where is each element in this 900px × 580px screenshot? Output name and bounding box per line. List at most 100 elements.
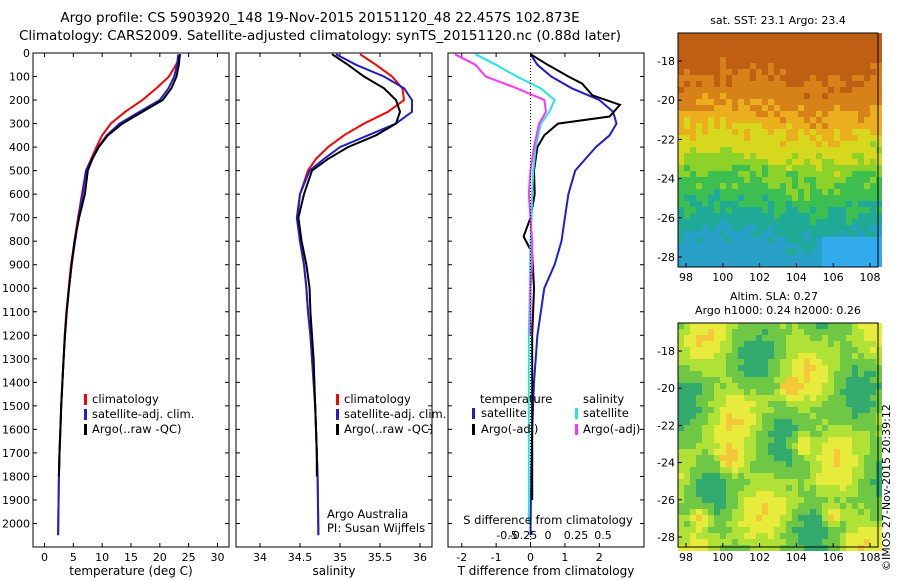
legend-swatch (575, 408, 578, 419)
sst-map (678, 33, 882, 267)
annotation-pi: PI: Susan Wijffels (327, 521, 425, 535)
sla-map (678, 323, 882, 551)
x-tick-label: 15 (124, 551, 138, 564)
legend-swatch (336, 394, 339, 405)
depth-tick-label: 300 (9, 118, 30, 131)
depth-tick-label: 400 (9, 141, 30, 154)
legend-temperature-title: temperature (480, 392, 552, 406)
map-x-tick-label: 98 (679, 271, 693, 284)
depth-tick-label: 0 (23, 47, 30, 60)
map-x-tick-label: 100 (712, 271, 733, 284)
depth-tick-label: 1400 (2, 376, 30, 389)
annotation-argo-australia: Argo Australia (327, 507, 408, 521)
map-y-tick-label: -24 (657, 457, 675, 470)
x-tick-label: 25 (182, 551, 196, 564)
series-line-2 (475, 53, 556, 524)
map-y-tick-label: -18 (657, 345, 675, 358)
legend-salinity-title: salinity (583, 392, 624, 406)
map-x-tick-label: 106 (823, 271, 844, 284)
title-line-2: Climatology: CARS2009. Satellite-adjuste… (18, 28, 622, 44)
legend-label: climatology (344, 392, 411, 406)
s-tick-label: -0.5 (496, 529, 517, 542)
x-tick-label: 35 (333, 551, 347, 564)
depth-tick-label: 1700 (2, 447, 30, 460)
map-y-tick-label: -20 (657, 94, 675, 107)
temperature-panel-xlabel: temperature (deg C) (69, 564, 192, 578)
depth-tick-label: 1100 (2, 306, 30, 319)
depth-tick-label: 1600 (2, 423, 30, 436)
sst-map-frame (677, 32, 879, 268)
x-tick-label: -1 (491, 551, 502, 564)
legend-label: climatology (92, 392, 159, 406)
map-x-tick-label: 100 (712, 551, 733, 564)
depth-tick-label: 1200 (2, 329, 30, 342)
x-tick-label: 0 (41, 551, 48, 564)
x-tick-label: 2 (596, 551, 603, 564)
x-tick-label: 36 (413, 551, 427, 564)
legend-label: satellite-adj. clim. (92, 407, 194, 421)
sst-map-title: sat. SST: 23.1 Argo: 23.4 (710, 14, 846, 27)
salinity-panel-frame (235, 52, 433, 548)
legend-swatch (575, 424, 578, 435)
legend-label: satellite (481, 406, 527, 420)
map-x-tick-label: 108 (860, 551, 881, 564)
map-y-tick-label: -20 (657, 382, 675, 395)
map-y-tick-label: -26 (657, 494, 675, 507)
salinity-panel-xlabel: salinity (312, 564, 355, 578)
series-line-0 (529, 53, 618, 536)
x-tick-label: 30 (210, 551, 224, 564)
map-x-tick-label: 104 (786, 271, 807, 284)
legend-label: Argo(-adj) (481, 422, 538, 436)
legend-swatch (84, 409, 87, 420)
map-x-tick-label: 102 (749, 551, 770, 564)
depth-tick-label: 500 (9, 165, 30, 178)
map-y-tick-label: -28 (657, 531, 675, 544)
legend-swatch (336, 424, 339, 435)
depth-tick-label: 900 (9, 259, 30, 272)
difference-panel-frame (447, 52, 645, 548)
temperature-panel-frame (32, 52, 230, 548)
difference-panel-xlabel: T difference from climatology (457, 564, 635, 578)
s-tick-label: 0 (545, 529, 552, 542)
legend-swatch (472, 424, 475, 435)
map-y-tick-label: -28 (657, 251, 675, 264)
map-y-tick-label: -22 (657, 133, 675, 146)
sla-map-title-2: Argo h1000: 0.24 h2000: 0.26 (695, 304, 861, 317)
map-x-tick-label: 106 (823, 551, 844, 564)
legend-swatch (84, 424, 87, 435)
s-axis-label: S difference from climatology (463, 513, 633, 527)
s-tick-label: 0.25 (564, 529, 589, 542)
depth-tick-label: 1800 (2, 470, 30, 483)
legend-swatch (472, 408, 475, 419)
depth-tick-label: 2000 (2, 517, 30, 530)
map-y-tick-label: -26 (657, 212, 675, 225)
map-x-tick-label: 102 (749, 271, 770, 284)
x-tick-label: 34 (253, 551, 267, 564)
s-tick-label: 0.5 (594, 529, 612, 542)
sla-map-frame (677, 322, 879, 548)
legend-label: Argo(-adj) (583, 422, 640, 436)
map-y-tick-label: -18 (657, 55, 675, 68)
legend-swatch (84, 394, 87, 405)
depth-tick-label: 700 (9, 212, 30, 225)
x-tick-label: 0 (527, 551, 534, 564)
depth-tick-label: 100 (9, 71, 30, 84)
legend-swatch (336, 409, 339, 420)
depth-tick-label: 800 (9, 235, 30, 248)
series-line-3 (454, 53, 548, 336)
title-line-1: Argo profile: CS 5903920_148 19-Nov-2015… (60, 10, 580, 26)
sla-map-title-1: Altim. SLA: 0.27 (730, 290, 818, 303)
copyright-timestamp: ©IMOS 27-Nov-2015 20:39:12 (880, 404, 893, 571)
depth-tick-label: 1500 (2, 400, 30, 413)
x-tick-label: 34.5 (288, 551, 313, 564)
x-tick-label: 20 (153, 551, 167, 564)
map-x-tick-label: 98 (679, 551, 693, 564)
legend-label: satellite (583, 406, 629, 420)
x-tick-label: 35.5 (368, 551, 393, 564)
map-y-tick-label: -24 (657, 173, 675, 186)
depth-tick-label: 1300 (2, 353, 30, 366)
depth-tick-label: 1900 (2, 494, 30, 507)
x-tick-label: 1 (561, 551, 568, 564)
depth-tick-label: 1000 (2, 282, 30, 295)
map-x-tick-label: 108 (860, 271, 881, 284)
